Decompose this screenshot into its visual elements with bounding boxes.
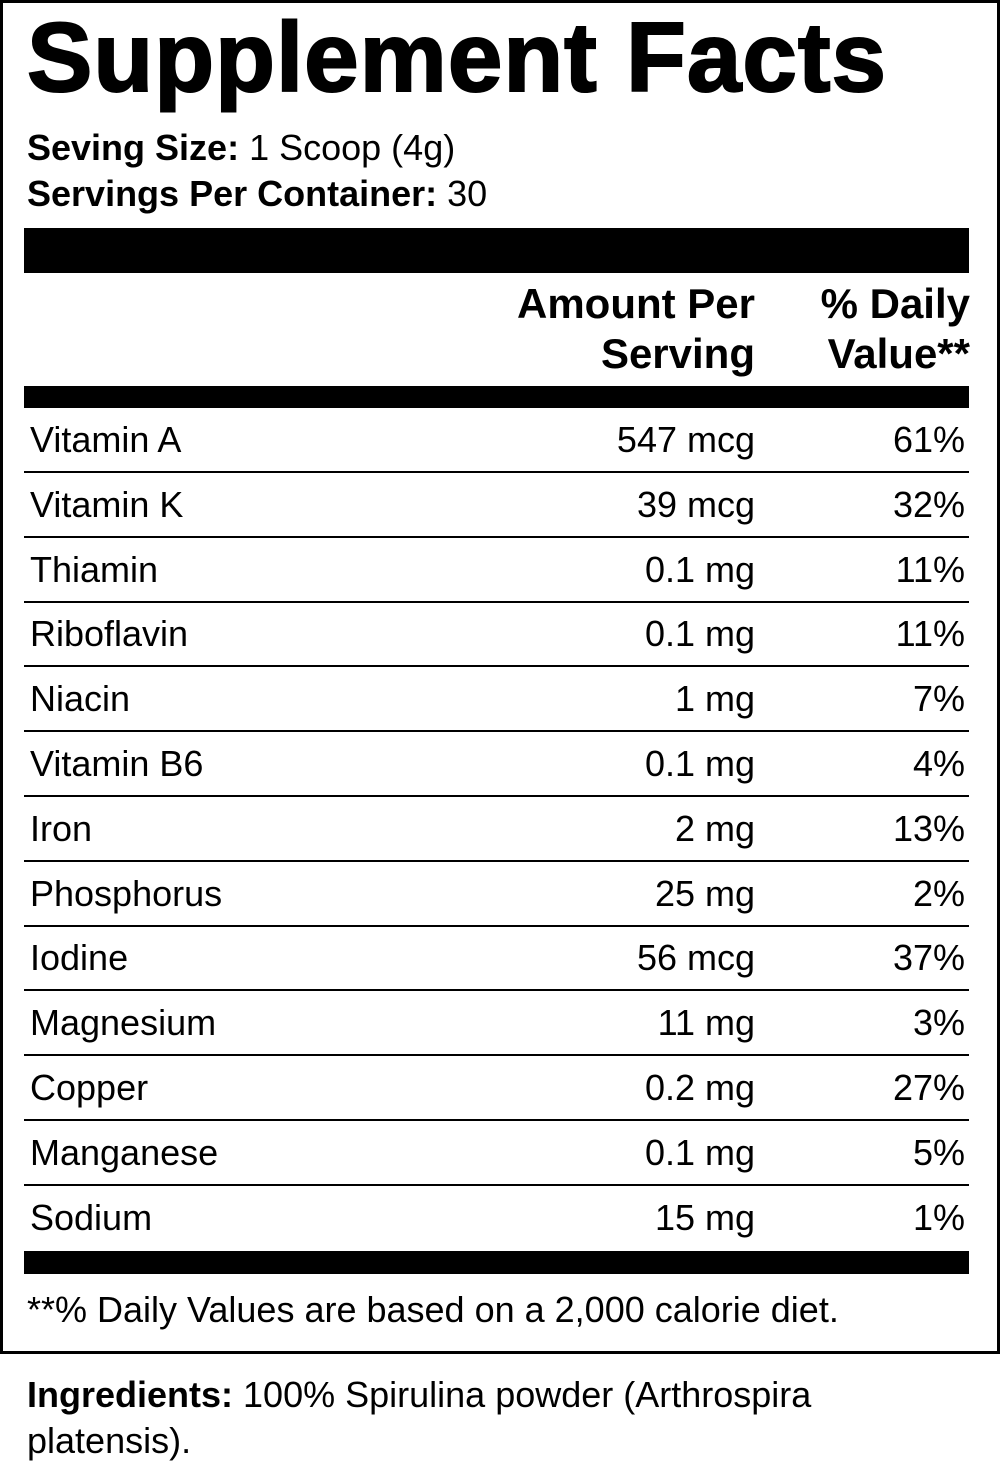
daily-value: 5%: [912, 1131, 965, 1173]
amount: 11 mg: [657, 1002, 755, 1044]
amount: 0.2 mg: [644, 1067, 755, 1108]
nutrient-name: Magnesium: [30, 1002, 217, 1044]
label: Ingredients:: [27, 1374, 234, 1415]
nutrient-name: Copper: [30, 1067, 149, 1108]
amount: 56 mcg: [636, 937, 755, 979]
nutrient-row: Vitamin K 39 mcg 32%: [24, 473, 969, 538]
amount: 0.1 mg: [644, 613, 755, 655]
amount: 0.1 mg: [644, 1131, 755, 1173]
facts-panel: [0, 0, 1000, 1354]
nutrient-name: Thiamin: [30, 548, 159, 590]
title: Supplement Facts: [26, 1, 888, 113]
nutrient-row: Magnesium 11 mg 3%: [24, 991, 969, 1057]
daily-value: 1%: [912, 1196, 965, 1238]
serving-size: Seving Size: 1 Scoop (4g): [27, 126, 455, 170]
daily-value: 4%: [912, 743, 965, 784]
value: 30: [447, 173, 488, 214]
amount: 547 mcg: [616, 419, 755, 460]
daily-value: 2%: [912, 872, 965, 914]
nutrient-row: Sodium 15 mg 1%: [24, 1186, 969, 1251]
rule: [24, 386, 969, 408]
amount: 25 mg: [654, 872, 755, 914]
amount: 2 mg: [674, 807, 755, 849]
nutrient-name: Vitamin A: [30, 419, 182, 460]
nutrient-row: Iodine 56 mcg 37%: [24, 926, 969, 992]
text: 100% Spirulina powder (Arthrospira plate…: [27, 1374, 812, 1461]
daily-value: 27%: [892, 1067, 965, 1108]
daily-value: 11%: [895, 613, 965, 655]
amount: 39 mcg: [636, 483, 755, 525]
nutrient-name: Niacin: [30, 678, 131, 720]
column-header: % Daily Value**: [820, 280, 970, 377]
nutrient-row: Manganese 0.1 mg 5%: [24, 1121, 969, 1186]
rule: [24, 1251, 969, 1274]
nutrient-row: Phosphorus 25 mg 2%: [24, 862, 969, 927]
servings-per-container: Servings Per Container: 30: [27, 172, 487, 216]
value: 1 Scoop (4g): [249, 127, 456, 168]
daily-value: 13%: [892, 807, 965, 849]
nutrient-row: Iron 2 mg 13%: [24, 797, 969, 862]
nutrient-name: Vitamin K: [30, 483, 184, 525]
nutrient-row: Niacin 1 mg 7%: [24, 667, 969, 733]
daily-value: 32%: [892, 483, 965, 525]
nutrient-name: Manganese: [30, 1131, 219, 1173]
nutrient-row: Vitamin A 547 mcg 61%: [24, 408, 969, 473]
nutrient-name: Sodium: [30, 1196, 153, 1238]
nutrient-row: Riboflavin 0.1 mg 11%: [24, 602, 969, 668]
amount: 0.1 mg: [644, 743, 755, 784]
nutrient-name: Phosphorus: [30, 872, 223, 914]
nutrient-name: Iron: [30, 807, 93, 849]
column-header: Amount Per Serving: [516, 280, 755, 377]
rule: [24, 228, 969, 273]
amount: 15 mg: [654, 1196, 755, 1238]
label: Servings Per Container:: [27, 173, 438, 214]
label: Seving Size:: [27, 127, 240, 168]
daily-value: 7%: [912, 678, 965, 720]
nutrient-name: Riboflavin: [30, 613, 189, 655]
amount: 0.1 mg: [644, 548, 755, 590]
daily-value: 37%: [892, 937, 965, 979]
nutrient-row: Copper 0.2 mg 27%: [24, 1056, 969, 1121]
nutrient-row: Vitamin B6 0.1 mg 4%: [24, 732, 969, 797]
nutrient-row: Thiamin 0.1 mg 11%: [24, 538, 969, 603]
ingredients: Ingredients: 100% Spirulina powder (Arth…: [27, 1372, 967, 1464]
nutrient-name: Iodine: [30, 937, 129, 979]
daily-value: 3%: [912, 1002, 965, 1044]
daily-value: 11%: [895, 548, 965, 590]
amount: 1 mg: [674, 678, 755, 720]
nutrient-name: Vitamin B6: [30, 743, 204, 784]
footnote: **% Daily Values are based on a 2,000 ca…: [27, 1289, 839, 1330]
daily-value: 61%: [892, 419, 965, 460]
